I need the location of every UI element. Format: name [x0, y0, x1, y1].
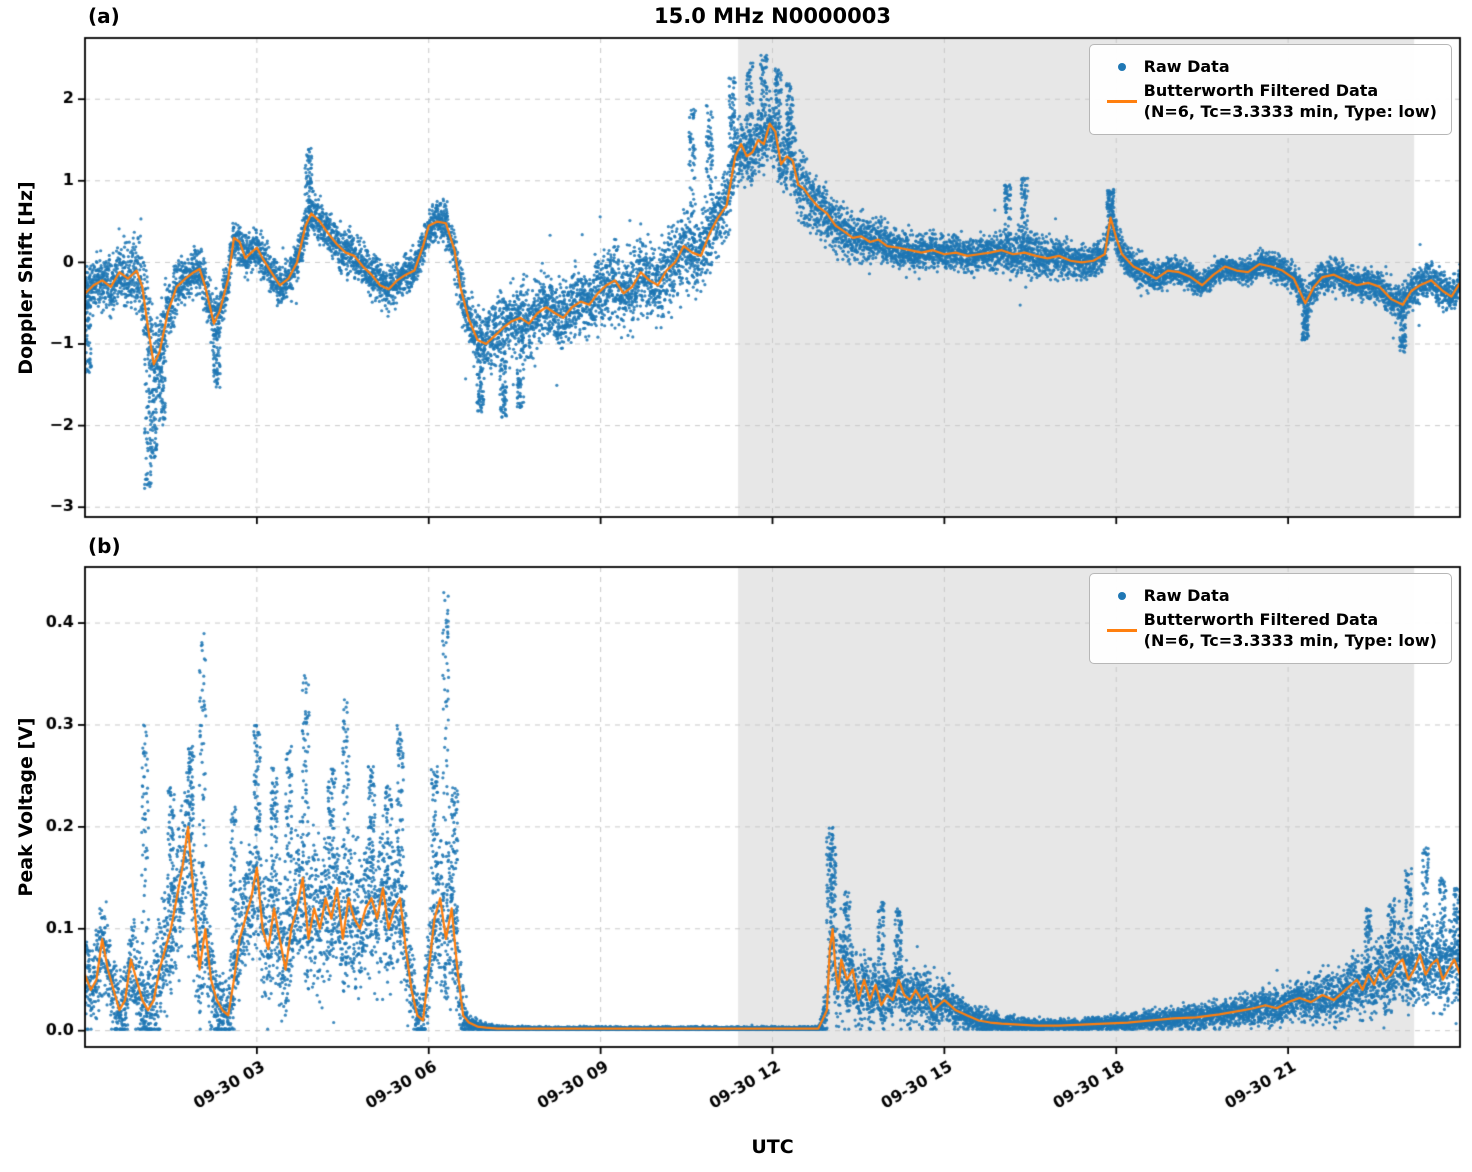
legend-raw-label: Raw Data: [1143, 57, 1230, 76]
chart-title: 15.0 MHz N0000003: [654, 4, 891, 28]
raw-data-marker-icon: [1100, 62, 1144, 71]
legend-panel-b: Raw Data Butterworth Filtered Data (N=6,…: [1088, 573, 1452, 664]
legend-filtered-label: Butterworth Filtered Data: [1143, 609, 1379, 629]
legend-filtered-label: Butterworth Filtered Data: [1143, 80, 1379, 100]
legend-entry-raw: Raw Data: [1100, 585, 1437, 607]
filtered-line-marker-icon: [1100, 99, 1144, 103]
y-axis-label-voltage: Peak Voltage [V]: [15, 717, 37, 897]
panel-a-label: (a): [88, 4, 120, 28]
y-axis-label-doppler: Doppler Shift [Hz]: [15, 181, 37, 375]
filtered-line-marker-icon: [1100, 628, 1144, 632]
legend-filtered-sublabel: (N=6, Tc=3.3333 min, Type: low): [1143, 631, 1437, 651]
x-axis-label: UTC: [751, 1136, 794, 1158]
legend-entry-filtered: Butterworth Filtered Data (N=6, Tc=3.333…: [1100, 80, 1437, 123]
legend-filtered-sublabel: (N=6, Tc=3.3333 min, Type: low): [1143, 102, 1437, 122]
legend-entry-filtered: Butterworth Filtered Data (N=6, Tc=3.333…: [1100, 609, 1437, 652]
raw-data-marker-icon: [1100, 591, 1144, 600]
panel-b-label: (b): [88, 534, 121, 558]
legend-raw-label: Raw Data: [1143, 586, 1230, 605]
legend-panel-a: Raw Data Butterworth Filtered Data (N=6,…: [1088, 44, 1452, 135]
legend-entry-raw: Raw Data: [1100, 56, 1437, 78]
